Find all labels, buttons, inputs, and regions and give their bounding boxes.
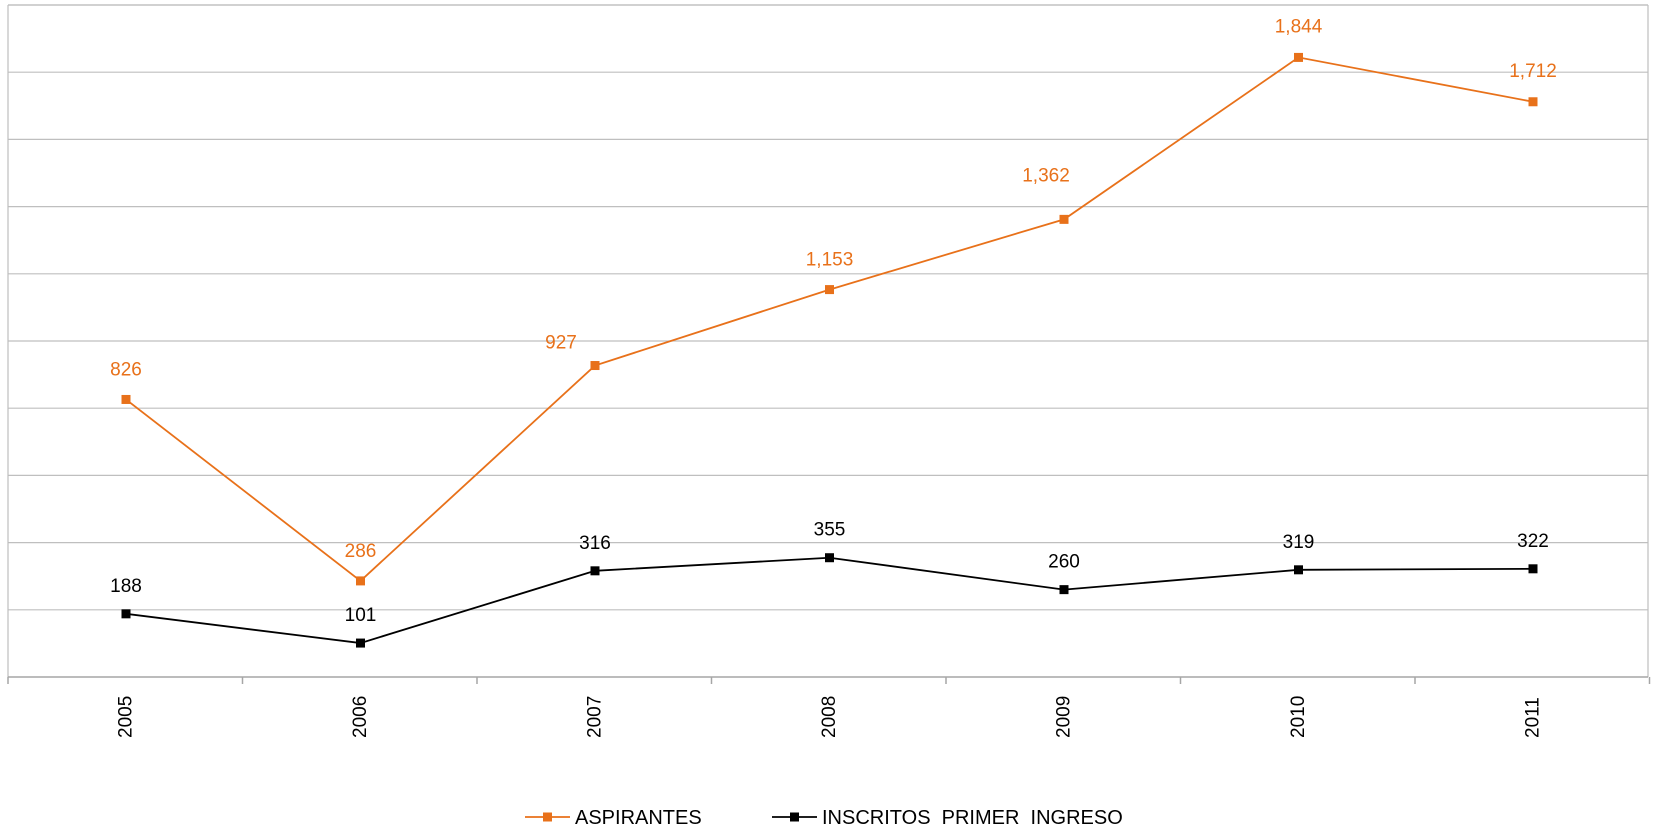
data-point [1528, 564, 1538, 574]
data-point [1294, 565, 1303, 575]
data-label: 322 [1517, 531, 1549, 552]
series-line [125, 56, 1534, 583]
x-tick-label: 2010 [1288, 696, 1309, 738]
data-point [1294, 52, 1303, 62]
data-point [121, 609, 131, 619]
data-label: 1,844 [1275, 16, 1323, 37]
data-label: 1,362 [1022, 165, 1070, 186]
data-label: 355 [814, 520, 846, 541]
data-point [1528, 97, 1538, 107]
data-point [1059, 585, 1069, 595]
data-label: 826 [110, 359, 142, 380]
data-label: 286 [345, 541, 377, 562]
data-label: 260 [1048, 552, 1080, 573]
data-label: 319 [1283, 532, 1315, 553]
data-point [590, 361, 600, 371]
data-point [356, 576, 365, 586]
data-point [121, 394, 131, 404]
data-point [825, 553, 834, 563]
data-labels: 826 286 927 1,153 1,362 1,844 1,712 188 101 316 35… [110, 16, 1557, 626]
x-tick-label: 2011 [1523, 697, 1544, 738]
legend-marker [543, 812, 552, 822]
x-axis: 2005 2006 2007 2008 2009 2010 2011 [7, 676, 1651, 738]
legend-label: INSCRITOS PRIMER INGRESO [822, 807, 1123, 829]
data-point [590, 566, 600, 576]
data-label: 1,712 [1509, 61, 1557, 82]
series-line [125, 556, 1534, 644]
data-point [356, 638, 365, 648]
x-tick-label: 2005 [116, 696, 137, 738]
x-tick-label: 2008 [819, 696, 840, 738]
data-point [1059, 214, 1069, 224]
data-label: 927 [545, 333, 577, 354]
data-label: 1,153 [806, 250, 854, 271]
data-label: 316 [579, 533, 611, 554]
legend: ASPIRANTES INSCRITOS PRIMER INGRESO [525, 807, 1123, 829]
x-tick-label: 2009 [1054, 696, 1075, 738]
legend-label: ASPIRANTES [575, 807, 702, 829]
data-label: 101 [345, 605, 377, 626]
series-lines [121, 52, 1538, 648]
data-point [825, 285, 834, 295]
gridlines [7, 4, 1649, 677]
data-label: 188 [110, 576, 142, 597]
x-tick-label: 2006 [350, 696, 371, 738]
legend-marker [790, 812, 799, 822]
x-tick-label: 2007 [585, 696, 606, 738]
